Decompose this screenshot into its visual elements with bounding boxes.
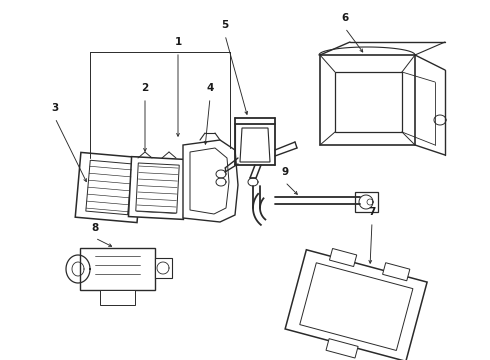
- Text: 1: 1: [174, 37, 182, 47]
- Polygon shape: [320, 55, 415, 145]
- Polygon shape: [355, 192, 378, 212]
- Polygon shape: [136, 163, 179, 213]
- Polygon shape: [383, 263, 410, 281]
- Polygon shape: [86, 160, 132, 215]
- Polygon shape: [329, 248, 357, 266]
- Polygon shape: [183, 140, 238, 222]
- Text: 9: 9: [281, 167, 289, 177]
- Polygon shape: [240, 128, 270, 162]
- Polygon shape: [155, 258, 172, 278]
- Text: 8: 8: [91, 223, 98, 233]
- Polygon shape: [80, 248, 155, 290]
- Polygon shape: [128, 157, 187, 220]
- Text: 4: 4: [206, 83, 214, 93]
- Text: 7: 7: [368, 207, 376, 217]
- Polygon shape: [335, 72, 402, 132]
- Text: 2: 2: [142, 83, 148, 93]
- Polygon shape: [75, 152, 143, 222]
- Polygon shape: [100, 290, 135, 305]
- Text: 3: 3: [51, 103, 59, 113]
- Polygon shape: [300, 263, 413, 351]
- Polygon shape: [326, 339, 358, 358]
- Text: 5: 5: [221, 20, 229, 30]
- Polygon shape: [190, 148, 229, 214]
- Text: 6: 6: [342, 13, 348, 23]
- Polygon shape: [285, 250, 427, 360]
